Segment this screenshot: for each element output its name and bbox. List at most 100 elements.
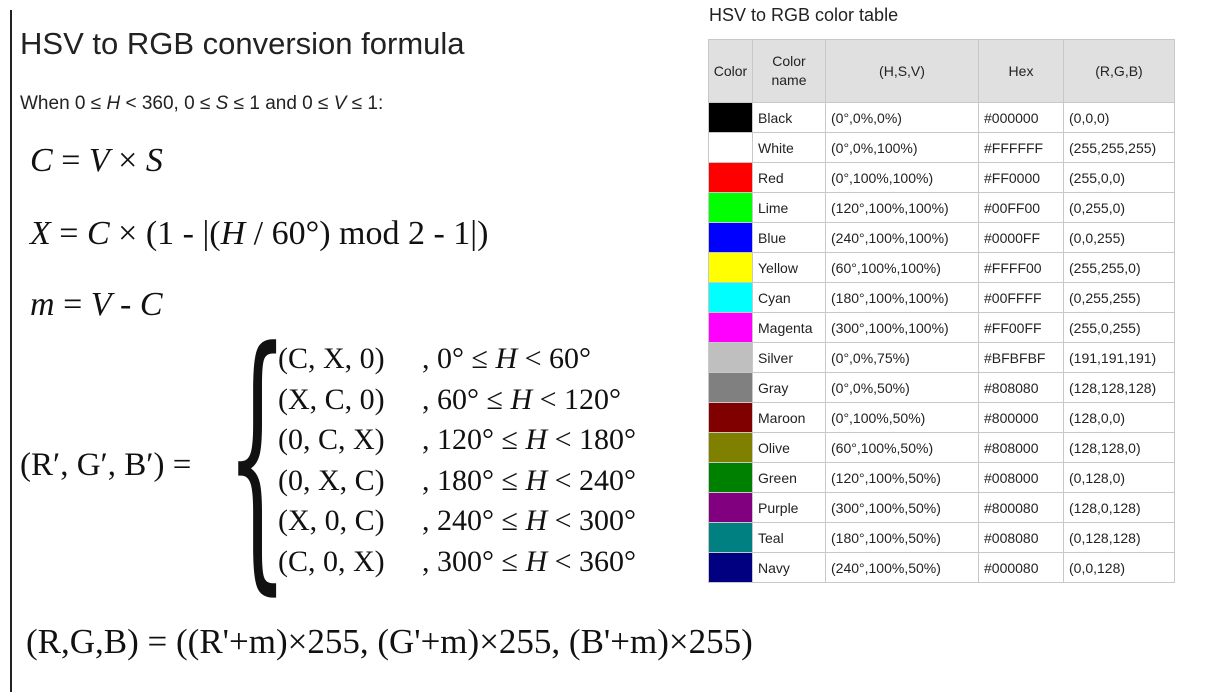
cell-color-name: Cyan <box>752 282 826 313</box>
formula-condition: When 0 ≤ H < 360, 0 ≤ S ≤ 1 and 0 ≤ V ≤ … <box>20 93 383 115</box>
table-body: Black (0°,0%,0%) #000000 (0,0,0) White (0°,0%… <box>708 102 1175 583</box>
color-swatch <box>708 522 753 553</box>
color-swatch <box>708 492 753 523</box>
cell-color-name: Lime <box>752 192 826 223</box>
cell-hex: #800080 <box>978 492 1064 523</box>
piecewise-brace: { <box>226 293 289 619</box>
cell-rgb: (0,255,0) <box>1063 192 1175 223</box>
cell-hsv: (120°,100%,50%) <box>825 462 979 493</box>
formula-title: HSV to RGB conversion formula <box>20 26 465 61</box>
table-title: HSV to RGB color table <box>709 5 899 25</box>
case-var-h: H <box>525 504 548 537</box>
cell-color-name: White <box>752 132 826 163</box>
eq-var: S <box>145 142 163 179</box>
color-swatch <box>708 342 753 373</box>
condition-var-v: V <box>333 93 347 114</box>
case-tuple: (X, 0, C) <box>278 504 385 537</box>
case-range-post: < 300° <box>547 504 637 537</box>
cell-rgb: (0,128,0) <box>1063 462 1175 493</box>
cell-rgb: (255,0,255) <box>1063 312 1175 343</box>
cell-hex: #FFFF00 <box>978 252 1064 283</box>
cell-color-name: Blue <box>752 222 826 253</box>
table-row: Maroon (0°,100%,50%) #800000 (128,0,0) <box>708 402 1175 433</box>
case-range: , 0° ≤ H < 60° <box>422 342 591 376</box>
color-swatch <box>708 552 753 583</box>
cell-color-name: Teal <box>752 522 826 553</box>
color-swatch <box>708 132 753 163</box>
eq-op: = <box>50 215 87 252</box>
cell-rgb: (128,128,0) <box>1063 432 1175 463</box>
case-tuple: (C, X, 0) <box>278 342 385 375</box>
cell-rgb: (0,255,255) <box>1063 282 1175 313</box>
color-swatch <box>708 462 753 493</box>
cell-hex: #BFBFBF <box>978 342 1064 373</box>
eq-var: X <box>30 215 51 252</box>
eq-var: H <box>220 215 246 252</box>
piecewise-cases: (C, X, 0) , 0° ≤ H < 60° (X, C, 0) , 60° ≤ … <box>278 342 698 585</box>
cell-hsv: (180°,100%,50%) <box>825 522 979 553</box>
case-range: , 60° ≤ H < 120° <box>422 383 621 417</box>
cell-color-name: Silver <box>752 342 826 373</box>
cell-hex: #808000 <box>978 432 1064 463</box>
cell-hsv: (0°,0%,100%) <box>825 132 979 163</box>
cell-rgb: (128,0,128) <box>1063 492 1175 523</box>
case-range-pre: , 180° ≤ <box>422 463 526 497</box>
equation-m: m = V - C <box>30 286 163 324</box>
color-swatch <box>708 282 753 313</box>
table-row: Navy (240°,100%,50%) #000080 (0,0,128) <box>708 552 1175 583</box>
equation-final-rgb: (R,G,B) = ((R'+m)×255, (G'+m)×255, (B'+m… <box>26 622 753 661</box>
eq-var: V <box>88 142 110 179</box>
condition-text: ≤ 1 and 0 ≤ <box>228 93 334 114</box>
eq-var: C <box>86 215 110 252</box>
condition-text: ≤ 1: <box>346 93 384 114</box>
condition-text: < 360, 0 ≤ <box>120 93 216 114</box>
cell-hsv: (300°,100%,100%) <box>825 312 979 343</box>
eq-var: C <box>30 142 53 179</box>
table-row: Yellow (60°,100%,100%) #FFFF00 (255,255,0) <box>708 252 1175 283</box>
table-row: Silver (0°,0%,75%) #BFBFBF (191,191,191) <box>708 342 1175 373</box>
eq-var: C <box>139 286 163 323</box>
piecewise-case: (X, 0, C) , 240° ≤ H < 300° <box>278 504 698 545</box>
col-header-hsv: (H,S,V) <box>825 39 979 103</box>
case-range: , 180° ≤ H < 240° <box>422 464 636 498</box>
case-tuple: (0, X, C) <box>278 463 385 497</box>
piecewise-case: (C, 0, X) , 300° ≤ H < 360° <box>278 545 698 586</box>
case-range: , 300° ≤ H < 360° <box>422 545 636 579</box>
cell-hsv: (300°,100%,50%) <box>825 492 979 523</box>
piecewise-case: (X, C, 0) , 60° ≤ H < 120° <box>278 383 698 424</box>
case-var-h: H <box>525 544 548 578</box>
table-row: Olive (60°,100%,50%) #808000 (128,128,0) <box>708 432 1175 463</box>
col-header-rgb: (R,G,B) <box>1063 39 1175 103</box>
color-swatch <box>708 252 753 283</box>
cell-hex: #FF00FF <box>978 312 1064 343</box>
case-tuple: (0, C, X) <box>278 423 385 456</box>
eq-var: m <box>30 286 55 323</box>
cell-rgb: (128,128,128) <box>1063 372 1175 403</box>
case-var-h: H <box>495 342 518 375</box>
case-range: , 240° ≤ H < 300° <box>422 504 636 538</box>
case-var-h: H <box>510 382 533 416</box>
eq-text: / 60°) mod 2 - 1|) <box>245 215 489 252</box>
case-range-post: < 240° <box>547 463 637 497</box>
cell-hsv: (0°,0%,0%) <box>825 102 979 133</box>
color-swatch <box>708 432 753 463</box>
col-header-hex: Hex <box>978 39 1064 103</box>
table-row: Purple (300°,100%,50%) #800080 (128,0,128) <box>708 492 1175 523</box>
eq-op: = <box>52 142 89 179</box>
cell-color-name: Olive <box>752 432 826 463</box>
cell-hsv: (120°,100%,100%) <box>825 192 979 223</box>
cell-rgb: (0,0,255) <box>1063 222 1175 253</box>
case-range-post: < 180° <box>547 423 637 456</box>
col-header-color: Color <box>708 39 753 103</box>
case-range-pre: , 60° ≤ <box>422 382 511 416</box>
case-range-pre: , 0° ≤ <box>422 342 496 375</box>
equation-x: X = C × (1 - |(H / 60°) mod 2 - 1|) <box>30 215 488 253</box>
piecewise-lhs: (R′, G′, B′) = <box>20 447 192 483</box>
color-table: Color Color name (H,S,V) Hex (R,G,B) Blac… <box>708 39 1175 583</box>
table-row: Red (0°,100%,100%) #FF0000 (255,0,0) <box>708 162 1175 193</box>
piecewise-case: (0, C, X) , 120° ≤ H < 180° <box>278 423 698 464</box>
cell-color-name: Magenta <box>752 312 826 343</box>
case-var-h: H <box>525 423 548 456</box>
cell-hex: #FFFFFF <box>978 132 1064 163</box>
case-tuple: (C, 0, X) <box>278 544 385 578</box>
